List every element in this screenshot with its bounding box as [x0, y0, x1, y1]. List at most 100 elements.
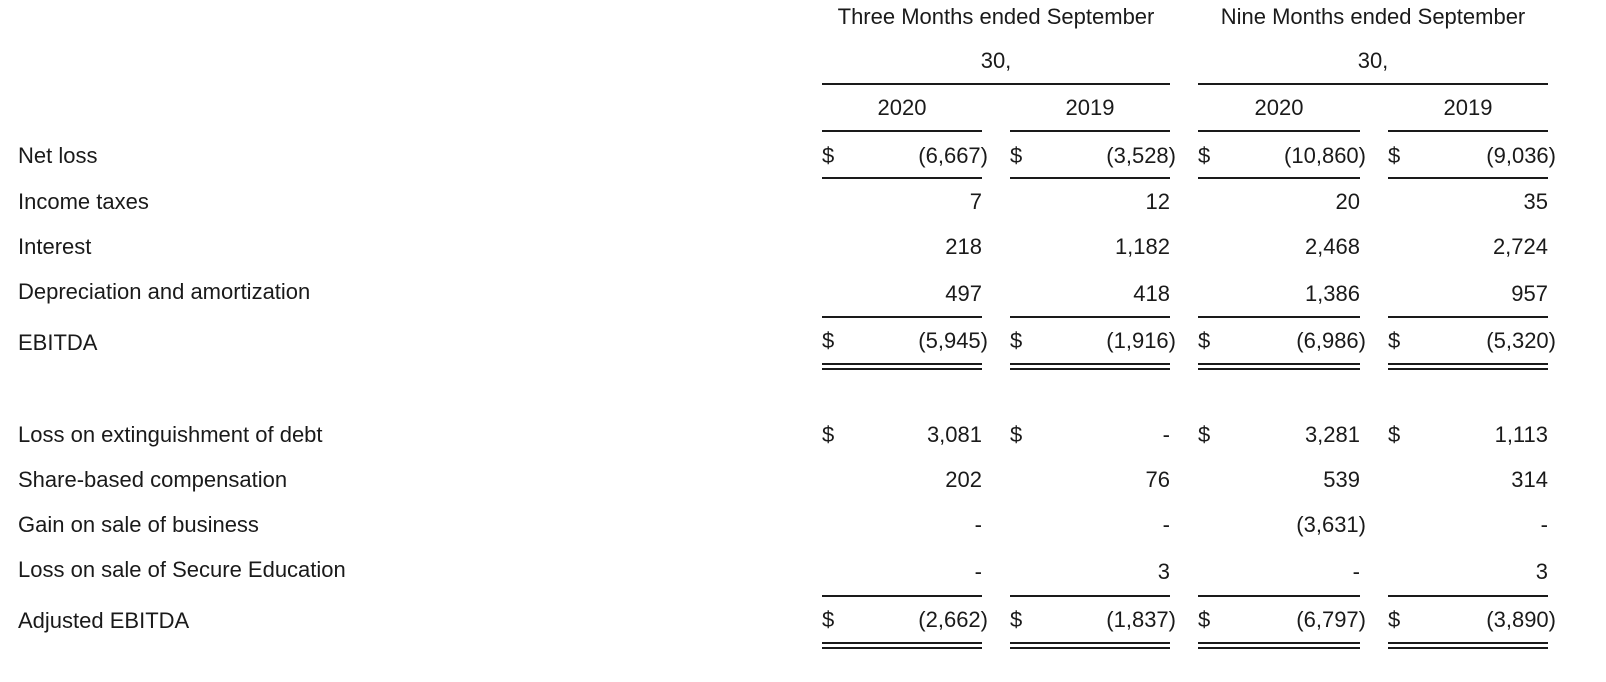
dollar-sign: $ [822, 143, 835, 168]
cell-value: - [974, 512, 982, 537]
cell-value: (10,860) [1284, 143, 1366, 168]
cell-value: 1,386 [1304, 281, 1360, 306]
cell-value: 1,182 [1114, 234, 1170, 259]
subtotal-rule [1198, 595, 1360, 597]
cell-value: 20 [1335, 189, 1360, 214]
header-group-rule [1198, 83, 1548, 85]
cell-value: 418 [1133, 281, 1170, 306]
cell-value: 497 [945, 281, 982, 306]
cell-value: - [1352, 559, 1360, 584]
header-group-rule [822, 83, 1170, 85]
dollar-sign: $ [1388, 422, 1401, 447]
dollar-sign: $ [1198, 143, 1211, 168]
cell-value: 202 [945, 467, 982, 492]
cell-value: (6,797) [1296, 607, 1366, 632]
dollar-sign: $ [1010, 607, 1023, 632]
dollar-sign: $ [1388, 328, 1401, 353]
dollar-sign: $ [1198, 328, 1211, 353]
cell-value: (3,890) [1486, 607, 1556, 632]
total-double-rule [822, 642, 982, 649]
cell-value: 218 [945, 234, 982, 259]
cell-value: (3,631) [1296, 512, 1366, 537]
dollar-sign: $ [1010, 422, 1023, 447]
row-label-income-taxes: Income taxes [18, 189, 149, 214]
cell-value: - [974, 559, 982, 584]
header-nine-months-line2: 30, [1357, 48, 1389, 73]
row-label-loss-sale-secure-education: Loss on sale of Secure Education [18, 557, 346, 582]
dollar-sign: $ [1010, 143, 1023, 168]
row-label-share-based-compensation: Share-based compensation [18, 467, 288, 492]
cell-value: 2,468 [1304, 234, 1360, 259]
cell-value: 539 [1323, 467, 1360, 492]
dollar-sign: $ [1198, 422, 1211, 447]
year-header: 2020 [877, 95, 927, 120]
header-nine-months-line1: Nine Months ended September [1220, 4, 1526, 29]
year-header-rule [1198, 130, 1360, 132]
total-double-rule [1388, 642, 1548, 649]
total-double-rule [822, 363, 982, 370]
cell-value: (1,916) [1106, 328, 1176, 353]
year-header-rule [822, 130, 982, 132]
cell-value: 7 [969, 189, 982, 214]
year-header: 2019 [1065, 95, 1115, 120]
year-header: 2019 [1443, 95, 1493, 120]
cell-value: (3,528) [1106, 143, 1176, 168]
dollar-sign: $ [1388, 143, 1401, 168]
cell-value: (5,945) [918, 328, 988, 353]
subtotal-rule [1010, 177, 1170, 179]
cell-value: (9,036) [1486, 143, 1556, 168]
cell-value: - [1540, 512, 1548, 537]
year-header: 2020 [1254, 95, 1304, 120]
cell-value: 3,081 [926, 422, 982, 447]
cell-value: 12 [1145, 189, 1170, 214]
dollar-sign: $ [1198, 607, 1211, 632]
subtotal-rule [1198, 316, 1360, 318]
dollar-sign: $ [822, 607, 835, 632]
cell-value: (6,667) [918, 143, 988, 168]
cell-value: - [1162, 422, 1170, 447]
subtotal-rule [1388, 177, 1548, 179]
dollar-sign: $ [1010, 328, 1023, 353]
total-double-rule [1198, 642, 1360, 649]
total-double-rule [1010, 642, 1170, 649]
dollar-sign: $ [822, 422, 835, 447]
header-three-months-line2: 30, [980, 48, 1012, 73]
dollar-sign: $ [822, 328, 835, 353]
row-label-gain-sale-business: Gain on sale of business [18, 512, 259, 537]
cell-value: 76 [1145, 467, 1170, 492]
row-label-net-loss: Net loss [18, 143, 98, 168]
cell-value: 3,281 [1304, 422, 1360, 447]
header-three-months-line1: Three Months ended September [837, 4, 1155, 29]
subtotal-rule [1010, 595, 1170, 597]
subtotal-rule [822, 316, 982, 318]
cell-value: (6,986) [1296, 328, 1366, 353]
subtotal-rule [822, 595, 982, 597]
cell-value: (2,662) [918, 607, 988, 632]
dollar-sign: $ [1388, 607, 1401, 632]
year-header-rule [1388, 130, 1548, 132]
row-label-interest: Interest [18, 234, 92, 259]
subtotal-rule [1010, 316, 1170, 318]
row-label-depreciation: Depreciation and amortization [18, 279, 311, 304]
row-label-adjusted-ebitda: Adjusted EBITDA [18, 608, 190, 633]
total-double-rule [1388, 363, 1548, 370]
cell-value: 3 [1157, 559, 1170, 584]
total-double-rule [1010, 363, 1170, 370]
cell-value: 1,113 [1494, 422, 1548, 447]
cell-value: - [1162, 512, 1170, 537]
subtotal-rule [1388, 316, 1548, 318]
total-double-rule [1198, 363, 1360, 370]
cell-value: (1,837) [1106, 607, 1176, 632]
cell-value: 957 [1511, 281, 1548, 306]
subtotal-rule [822, 177, 982, 179]
subtotal-rule [1388, 595, 1548, 597]
cell-value: 314 [1511, 467, 1548, 492]
cell-value: 3 [1535, 559, 1548, 584]
cell-value: 2,724 [1492, 234, 1548, 259]
row-label-ebitda: EBITDA [18, 330, 98, 355]
cell-value: 35 [1523, 189, 1548, 214]
year-header-rule [1010, 130, 1170, 132]
cell-value: (5,320) [1486, 328, 1556, 353]
subtotal-rule [1198, 177, 1360, 179]
row-label-loss-extinguishment-debt: Loss on extinguishment of debt [18, 422, 323, 447]
